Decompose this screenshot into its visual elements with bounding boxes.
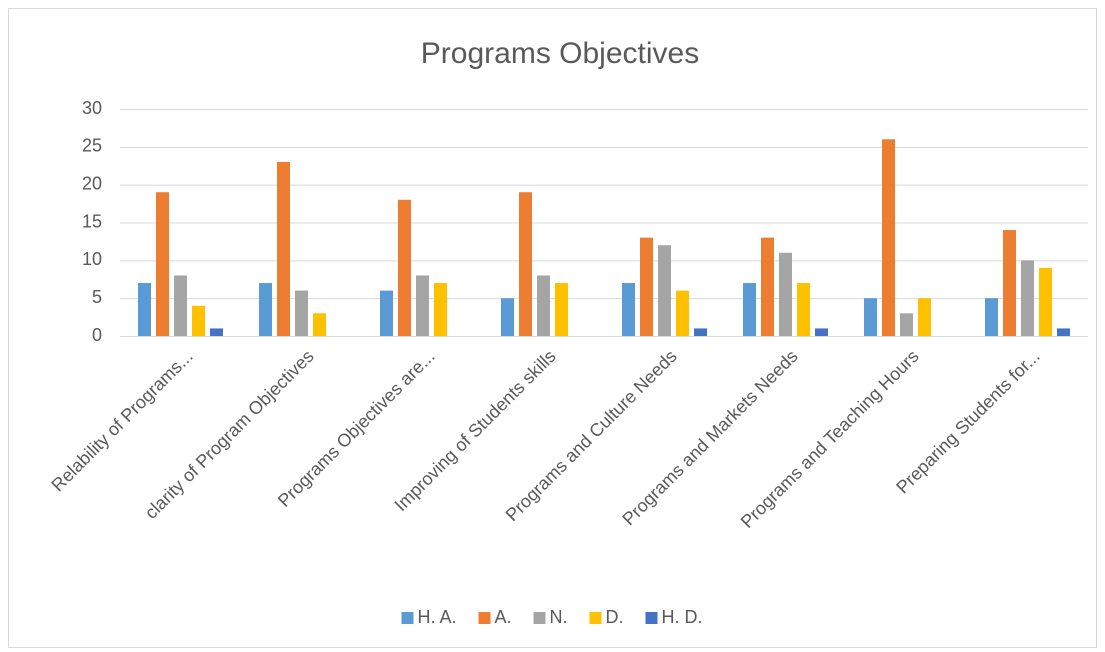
chart-title: Programs Objectives (421, 37, 699, 70)
bar (985, 298, 998, 336)
bar (918, 298, 931, 336)
bar (501, 298, 514, 336)
y-tick-label: 15 (82, 211, 102, 231)
bar (380, 290, 393, 336)
bar (1039, 267, 1052, 336)
legend-label: N. (550, 607, 568, 627)
bar (537, 275, 550, 336)
y-tick-label: 20 (82, 173, 102, 193)
bar (398, 199, 411, 336)
y-tick-label: 5 (92, 287, 102, 307)
legend-swatch (533, 612, 546, 624)
legend-label: H. D. (662, 607, 703, 627)
y-tick-label: 10 (82, 249, 102, 269)
bar (761, 237, 774, 336)
bar (864, 298, 877, 336)
bar (416, 275, 429, 336)
bar (658, 245, 671, 336)
bar (622, 283, 635, 336)
bar (1021, 260, 1034, 336)
legend-swatch (589, 612, 602, 624)
bar (882, 139, 895, 336)
bar (295, 290, 308, 336)
bar (519, 192, 532, 336)
bar (555, 283, 568, 336)
bar (277, 161, 290, 336)
bar (192, 305, 205, 336)
legend-label: H. A. (417, 607, 456, 627)
bar (676, 290, 689, 336)
y-tick-label: 30 (82, 98, 102, 118)
y-tick-label: 25 (82, 136, 102, 156)
bar (259, 283, 272, 336)
bar (138, 283, 151, 336)
bar (1057, 328, 1070, 336)
bar (434, 283, 447, 336)
bar (743, 283, 756, 336)
legend-label: D. (606, 607, 624, 627)
bar (779, 252, 792, 336)
legend-swatch (401, 612, 414, 624)
bar (694, 328, 707, 336)
legend-label: A. (494, 607, 511, 627)
bar (174, 275, 187, 336)
bar (313, 313, 326, 336)
bar (156, 192, 169, 336)
bar (815, 328, 828, 336)
bar (1003, 230, 1016, 336)
bar (797, 283, 810, 336)
legend-swatch (478, 612, 491, 624)
y-tick-label: 0 (92, 325, 102, 345)
legend-swatch (645, 612, 658, 624)
bar (210, 328, 223, 336)
bar (640, 237, 653, 336)
bar (900, 313, 913, 336)
chart-border (8, 8, 1097, 648)
